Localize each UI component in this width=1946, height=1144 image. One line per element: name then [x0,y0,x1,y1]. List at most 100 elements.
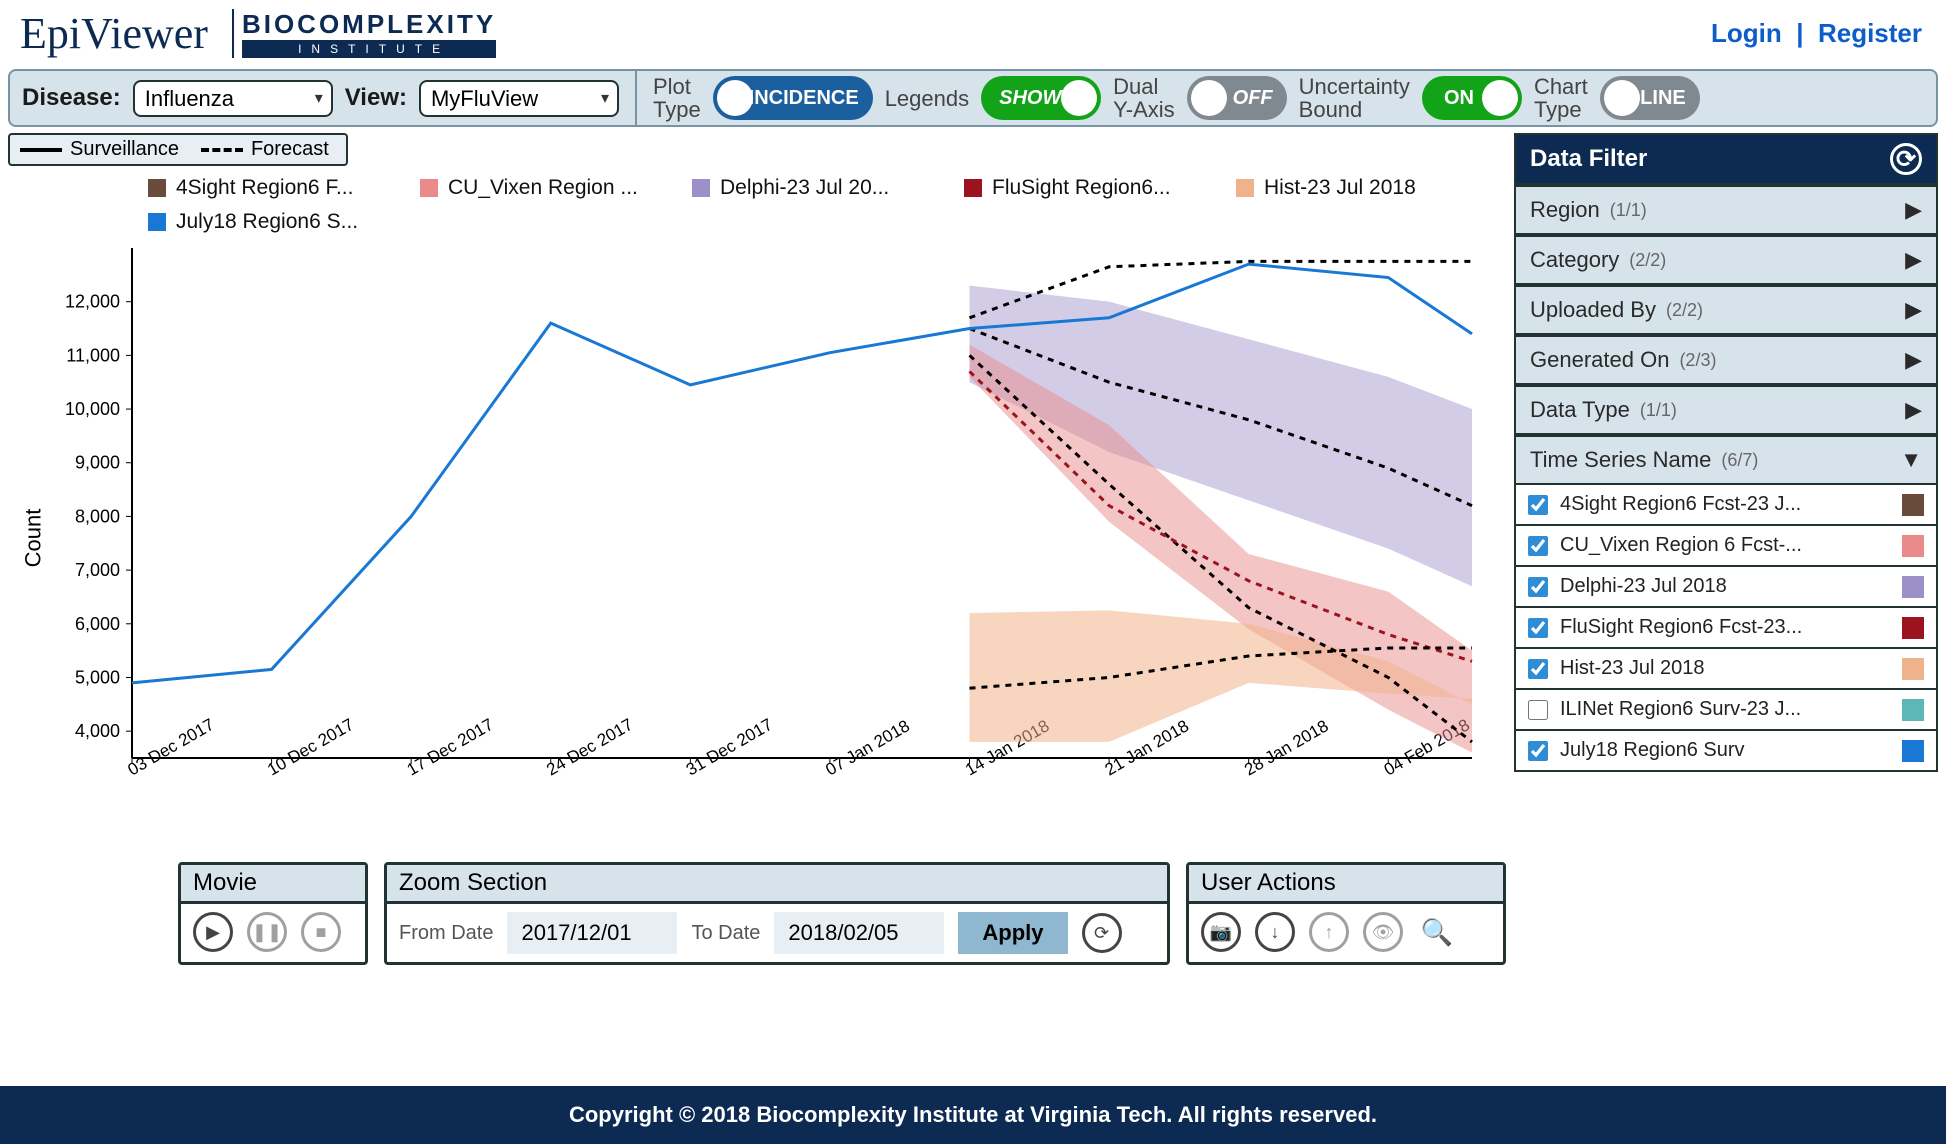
analyze-icon[interactable]: 🔍 [1417,912,1457,952]
legends-label: Legends [885,87,969,110]
y-axis-label: Count [20,509,46,568]
logo-biocomplexity: BIOCOMPLEXITY INSTITUTE [232,9,504,58]
from-date-label: From Date [399,922,493,945]
refresh-filter-icon[interactable]: ⟳ [1890,143,1922,175]
to-date-input[interactable] [774,912,944,954]
toggle-knob [717,80,753,116]
apply-button[interactable]: Apply [958,912,1067,954]
sidebar-filter-row[interactable]: Generated On(2/3)▶ [1514,335,1938,385]
chevron-right-icon: ▶ [1905,247,1922,273]
sidebar-filter-row[interactable]: Category(2/2)▶ [1514,235,1938,285]
timeseries-item[interactable]: ILINet Region6 Surv-23 J... [1516,690,1936,731]
timeseries-checkbox[interactable] [1528,659,1548,679]
pause-icon[interactable]: ❚❚ [247,912,287,952]
upload-icon[interactable]: ↑ [1309,912,1349,952]
legends-toggle[interactable]: SHOW [981,76,1101,120]
toolbar-divider [635,71,637,125]
svg-text:12,000: 12,000 [65,292,120,312]
auth-links: Login | Register [1711,18,1922,49]
timeseries-checkbox[interactable] [1528,577,1548,597]
plot-type-toggle[interactable]: INCIDENCE [713,76,873,120]
svg-text:4,000: 4,000 [75,721,120,741]
eye-icon[interactable]: 👁 [1363,912,1403,952]
series-legend-item: Hist-23 Jul 2018 [1236,176,1476,200]
toggle-knob [1061,80,1097,116]
logo-block: EpiViewer BIOCOMPLEXITY INSTITUTE [8,8,504,59]
svg-text:03 Dec 2017: 03 Dec 2017 [125,715,218,780]
stop-icon[interactable]: ■ [301,912,341,952]
logo-biocomplexity-top: BIOCOMPLEXITY [242,9,496,40]
timeseries-checkbox[interactable] [1528,536,1548,556]
bottom-controls: Movie ▶ ❚❚ ■ Zoom Section From Date To D… [8,862,1506,965]
download-icon[interactable]: ↓ [1255,912,1295,952]
series-legend-item: 4Sight Region6 F... [148,176,388,200]
svg-text:28 Jan 2018: 28 Jan 2018 [1241,716,1332,779]
timeseries-swatch [1902,494,1924,516]
svg-text:5,000: 5,000 [75,668,120,688]
logo-biocomplexity-bottom: INSTITUTE [242,40,496,58]
svg-text:8,000: 8,000 [75,507,120,527]
series-legend: 4Sight Region6 F...CU_Vixen Region ...De… [8,176,1506,234]
view-select[interactable]: MyFluView [419,80,619,117]
sidebar-filter-row[interactable]: Data Type(1/1)▶ [1514,385,1938,435]
play-icon[interactable]: ▶ [193,912,233,952]
series-legend-item: CU_Vixen Region ... [420,176,660,200]
user-actions-panel: User Actions 📷 ↓ ↑ 👁 🔍 [1186,862,1506,965]
movie-panel: Movie ▶ ❚❚ ■ [178,862,368,965]
timeseries-item[interactable]: July18 Region6 Surv [1516,731,1936,770]
svg-text:9,000: 9,000 [75,453,120,473]
disease-select[interactable]: Influenza [133,80,333,117]
series-legend-item: July18 Region6 S... [148,210,388,234]
svg-text:11,000: 11,000 [66,346,120,366]
chevron-right-icon: ▶ [1905,347,1922,373]
movie-title: Movie [181,865,365,904]
timeseries-list: 4Sight Region6 Fcst-23 J...CU_Vixen Regi… [1514,485,1938,772]
legend-swatch [964,179,982,197]
svg-text:24 Dec 2017: 24 Dec 2017 [543,715,636,780]
timeseries-swatch [1902,658,1924,680]
svg-text:7,000: 7,000 [75,560,120,580]
chevron-right-icon: ▶ [1905,197,1922,223]
sidebar-filter-row[interactable]: Uploaded By(2/2)▶ [1514,285,1938,335]
header: EpiViewer BIOCOMPLEXITY INSTITUTE Login … [0,0,1946,63]
footer: Copyright © 2018 Biocomplexity Institute… [0,1086,1946,1144]
sidebar-title-row: Data Filter ⟳ [1514,133,1938,185]
timeseries-item[interactable]: Delphi-23 Jul 2018 [1516,567,1936,608]
sidebar-title: Data Filter [1530,145,1647,173]
dual-y-toggle[interactable]: OFF [1187,76,1287,120]
line-style-legend: Surveillance Forecast [8,133,348,166]
plot-type-label: Plot Type [653,75,701,121]
logo-epiviewer: EpiViewer [8,8,220,59]
camera-icon[interactable]: 📷 [1201,912,1241,952]
chart-type-toggle[interactable]: LINE [1600,76,1700,120]
timeseries-item[interactable]: Hist-23 Jul 2018 [1516,649,1936,690]
svg-text:17 Dec 2017: 17 Dec 2017 [404,715,497,780]
register-link[interactable]: Register [1818,18,1922,48]
timeseries-swatch [1902,699,1924,721]
disease-label: Disease: [22,84,121,112]
timeseries-item[interactable]: 4Sight Region6 Fcst-23 J... [1516,485,1936,526]
legend-surveillance: Surveillance [20,138,179,161]
to-date-label: To Date [691,922,760,945]
zoom-panel: Zoom Section From Date To Date Apply ⟳ [384,862,1170,965]
legend-swatch [148,213,166,231]
sidebar-filter-row[interactable]: Region(1/1)▶ [1514,185,1938,235]
legend-swatch [692,179,710,197]
main-body: Surveillance Forecast 4Sight Region6 F..… [0,133,1946,965]
timeseries-item[interactable]: FluSight Region6 Fcst-23... [1516,608,1936,649]
from-date-input[interactable] [507,912,677,954]
timeseries-checkbox[interactable] [1528,495,1548,515]
refresh-zoom-icon[interactable]: ⟳ [1082,913,1122,953]
timeseries-item[interactable]: CU_Vixen Region 6 Fcst-... [1516,526,1936,567]
zoom-title: Zoom Section [387,865,1167,904]
sidebar-timeseries-row[interactable]: Time Series Name (6/7) ▼ [1514,435,1938,485]
login-link[interactable]: Login [1711,18,1782,48]
chart-pane: Surveillance Forecast 4Sight Region6 F..… [8,133,1506,965]
view-label: View: [345,84,407,112]
timeseries-checkbox[interactable] [1528,741,1548,761]
timeseries-checkbox[interactable] [1528,700,1548,720]
user-actions-title: User Actions [1189,865,1503,904]
timeseries-checkbox[interactable] [1528,618,1548,638]
uncertainty-toggle[interactable]: ON [1422,76,1522,120]
sidebar: Data Filter ⟳ Region(1/1)▶Category(2/2)▶… [1514,133,1938,965]
